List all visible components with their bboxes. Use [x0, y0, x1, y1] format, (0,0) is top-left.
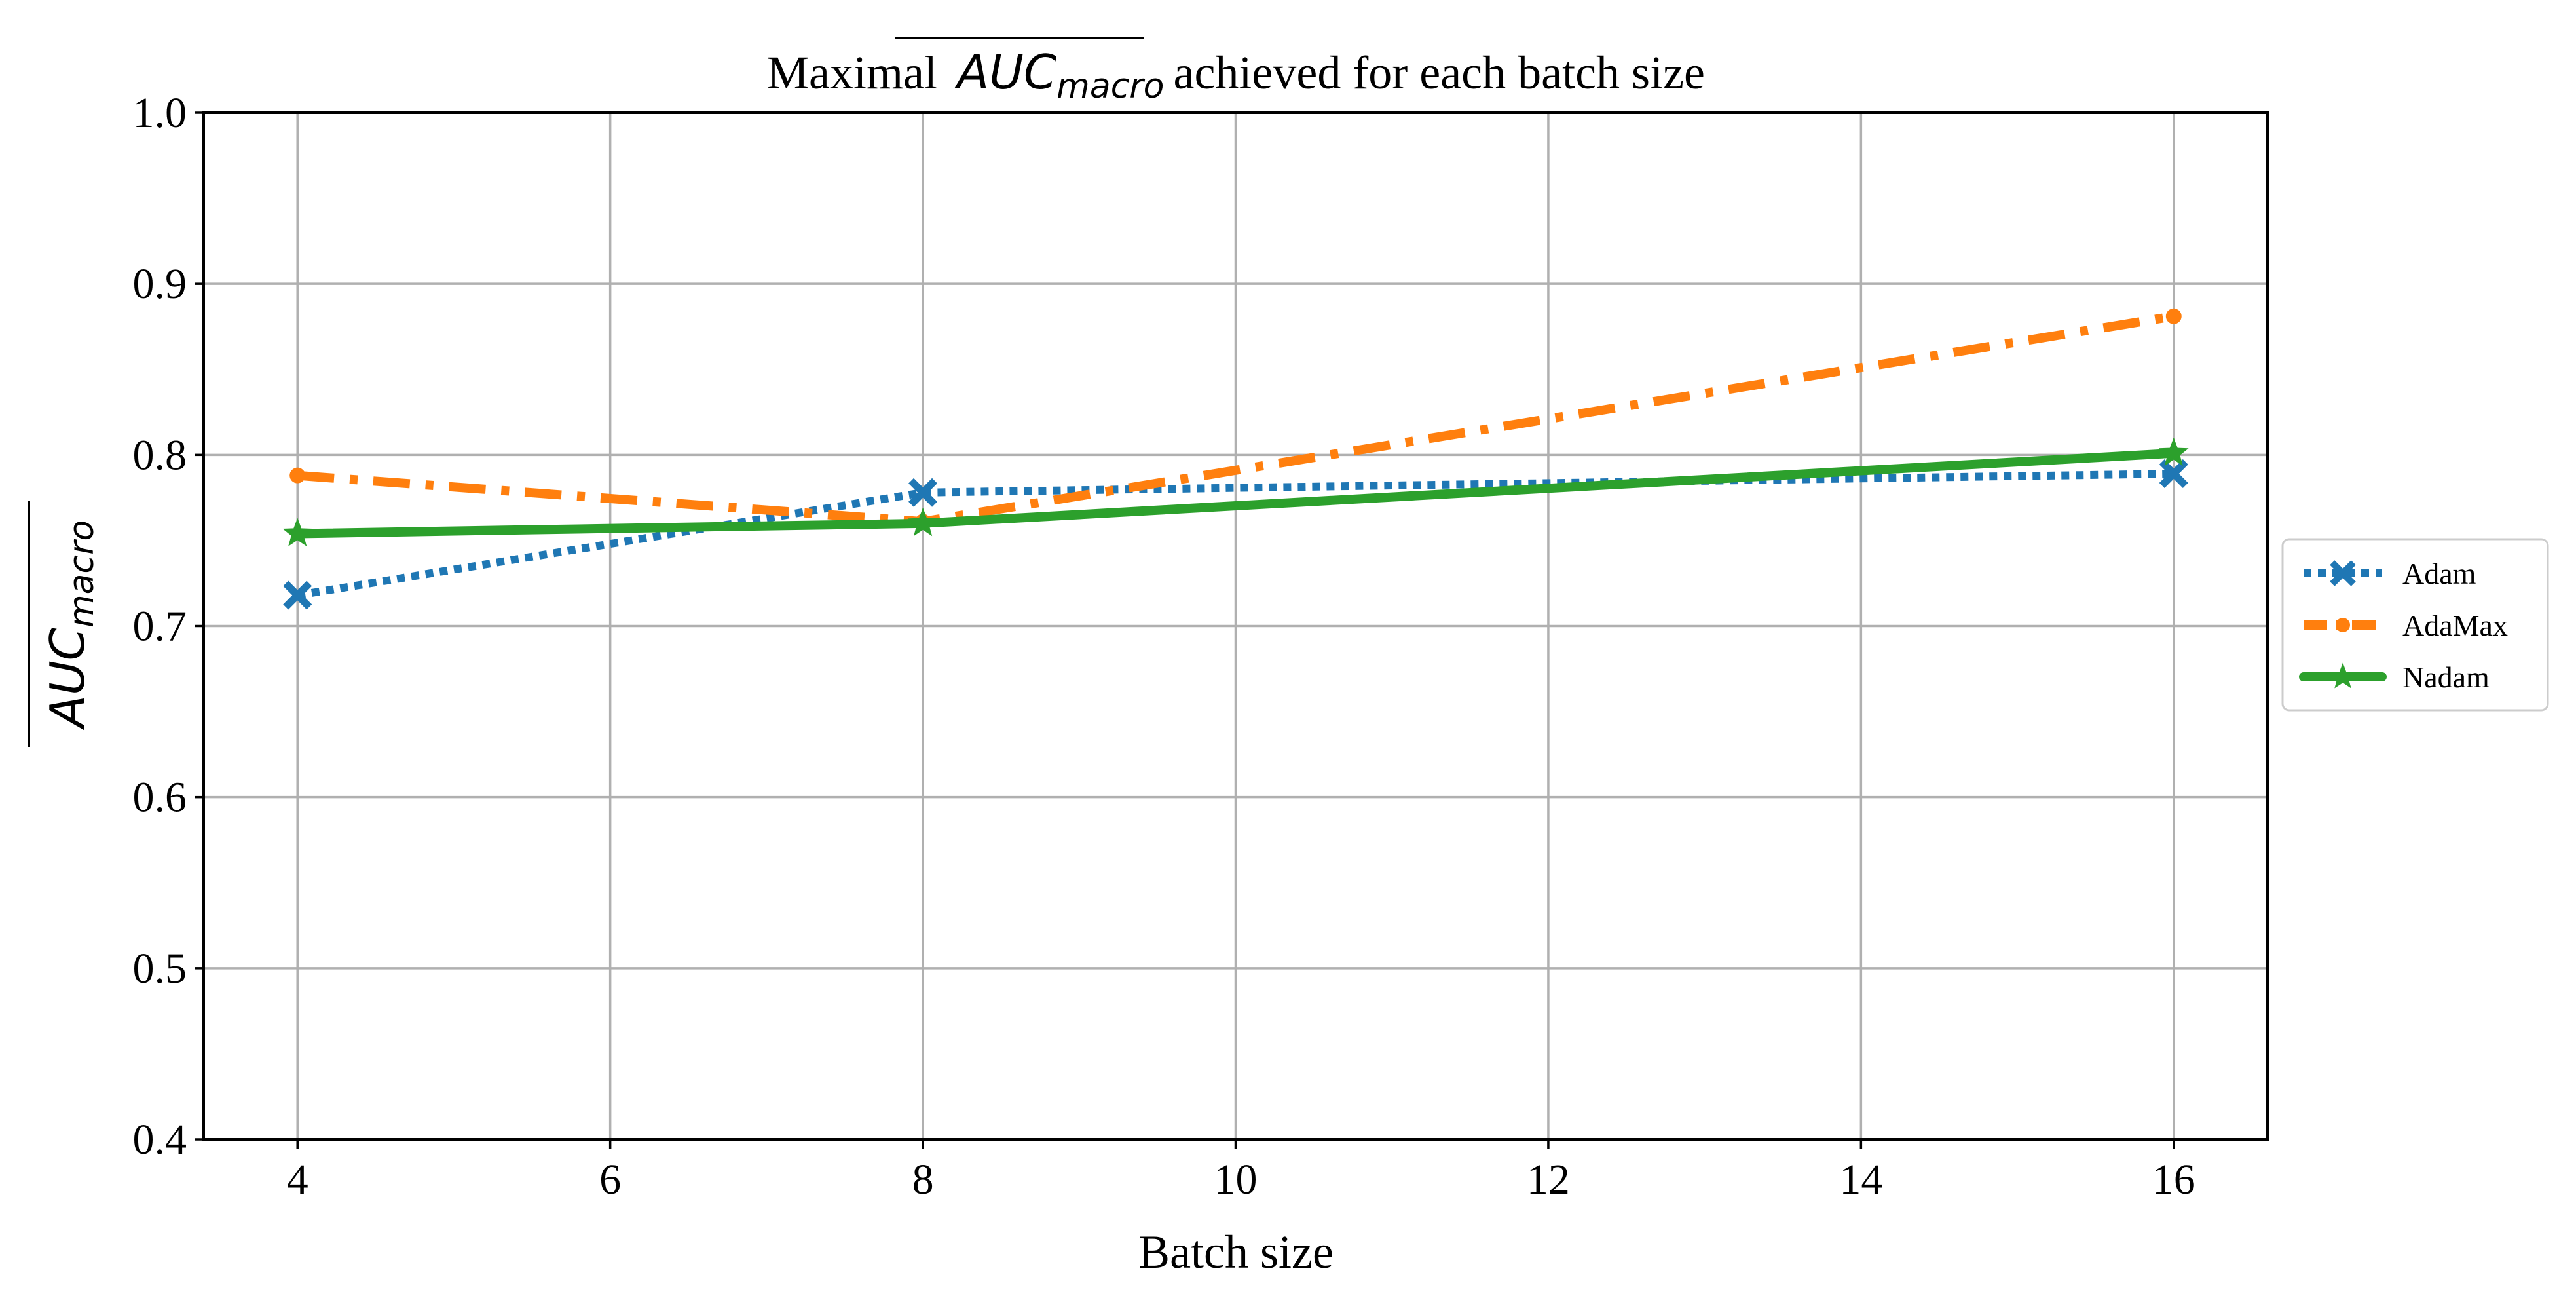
grid: [204, 111, 2268, 1141]
chart-title-metric: AUC: [954, 45, 1057, 100]
plot-series: [282, 308, 2189, 610]
chart-title: Maximal AUCmacro achieved for each batch …: [767, 45, 1705, 106]
x-tick-label: 10: [1214, 1156, 1258, 1204]
legend-marker-adamax: [2336, 618, 2350, 632]
data-point-adam: [2159, 459, 2188, 489]
y-axis-label-metric-sub: macro: [62, 520, 102, 628]
legend-marker-adam: [2330, 560, 2356, 586]
data-point-adam: [908, 478, 938, 507]
x-tick-label: 14: [1839, 1156, 1882, 1204]
legend-label-adam: Adam: [2402, 557, 2476, 590]
y-axis-label: AUCmacro: [40, 520, 102, 731]
y-axis-label-text: AUCmacro: [40, 520, 102, 731]
data-point-adam: [283, 580, 312, 610]
x-tick-label: 8: [912, 1156, 934, 1204]
legend-label-nadam: Nadam: [2402, 660, 2490, 694]
chart-title-suffix: achieved for each batch size: [1173, 47, 1705, 99]
x-tick-label: 16: [2152, 1156, 2195, 1204]
y-axis-label-metric: AUC: [40, 627, 95, 730]
data-point-nadam: [282, 518, 313, 546]
chart-title-prefix: Maximal: [767, 47, 937, 99]
y-tick-label: 0.6: [133, 774, 187, 822]
data-point-nadam: [908, 507, 938, 537]
legend-marker-nadam: [2329, 662, 2357, 689]
x-tick-label: 12: [1527, 1156, 1570, 1204]
x-tick-label: 6: [599, 1156, 621, 1204]
legend-entries: Adam AdaMax Nadam: [2299, 557, 2508, 694]
plot-frame: [202, 111, 2269, 1141]
x-axis-label: Batch size: [1138, 1226, 1334, 1278]
y-tick-label: 0.8: [133, 431, 187, 479]
data-point-adamax: [289, 467, 306, 484]
x-tick-label: 4: [287, 1156, 308, 1204]
legend: Adam AdaMax Nadam: [2281, 538, 2549, 712]
y-tick-label: 0.4: [133, 1116, 187, 1164]
y-tick-label: 0.9: [133, 260, 187, 308]
y-tick-label: 0.7: [133, 603, 187, 651]
legend-label-adamax: AdaMax: [2402, 609, 2508, 642]
y-tick-label: 1.0: [133, 89, 187, 137]
y-tick-label: 0.5: [133, 945, 187, 993]
data-point-nadam: [2158, 437, 2189, 466]
data-point-adamax: [2165, 308, 2182, 324]
chart-title-metric-sub: macro: [1056, 67, 1164, 106]
axis-ticks: 4 6 8 10 12 14 16 0.4 0.5 0.6 0.7 0.8 0.9 1.0: [133, 89, 2195, 1204]
